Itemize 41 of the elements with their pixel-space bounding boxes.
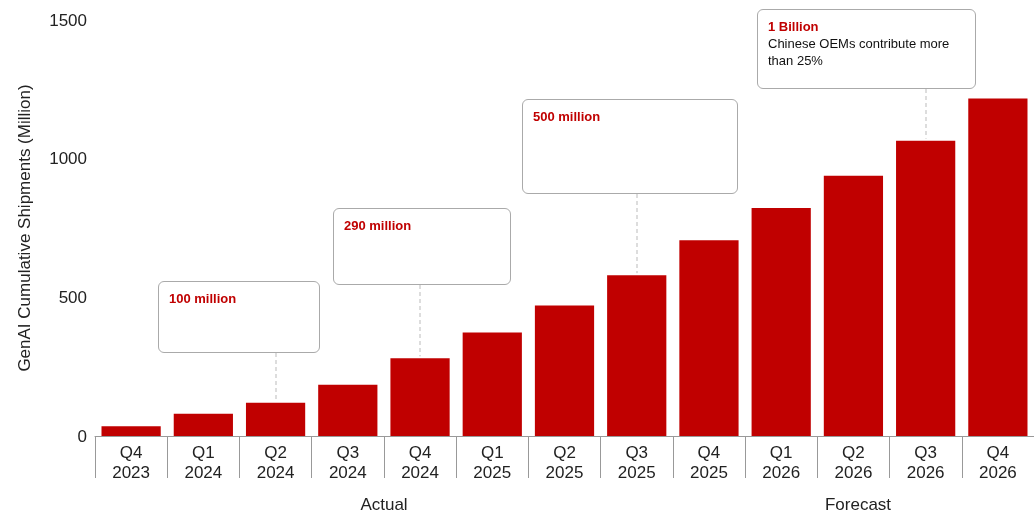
x-tick-label: Q2 2026 <box>834 442 873 482</box>
bar <box>751 208 811 436</box>
callout-box: 1 Billion Chinese OEMs contribute more than 25% <box>757 9 976 89</box>
bar <box>318 384 378 436</box>
bar <box>823 175 884 436</box>
x-tick-label: Q3 2025 <box>617 442 656 482</box>
x-tick-label: Q4 2023 <box>112 442 151 482</box>
bar <box>679 240 739 436</box>
x-tick-label: Q3 2026 <box>906 442 945 482</box>
bar <box>607 275 667 436</box>
annotation: 500 million <box>533 108 602 125</box>
x-tick-label: Q1 2025 <box>473 442 512 482</box>
callout-box: 500 million <box>522 99 738 194</box>
bar <box>173 413 233 436</box>
x-tick-label: Q3 2024 <box>328 442 367 482</box>
y-tick-label: 1000 <box>49 149 87 169</box>
bar <box>534 305 595 436</box>
annotation: 1 Billion Chinese OEMs contribute more than 25% <box>768 18 951 69</box>
bar <box>968 98 1028 436</box>
callout-box: 100 million <box>158 281 320 353</box>
x-tick-label: Q4 2024 <box>401 442 439 482</box>
bar <box>101 426 161 436</box>
bar <box>390 358 450 436</box>
x-tick-label: Q2 2024 <box>256 442 295 482</box>
callout-box: 290 million <box>333 208 511 285</box>
y-tick-label: 500 <box>58 287 87 307</box>
bar <box>245 402 306 436</box>
bar <box>896 140 956 436</box>
annotation: 100 million <box>169 290 238 307</box>
y-tick-label: 0 <box>77 426 87 446</box>
text: Actual <box>360 495 408 515</box>
annotation: 290 million <box>344 217 413 234</box>
text: Forecast <box>824 495 892 515</box>
x-tick-label: Q2 2025 <box>545 442 584 482</box>
y-axis-title: GenAI Cumulative Shipments (Million) <box>15 84 34 372</box>
bar <box>462 332 522 436</box>
x-tick-label: Q1 2024 <box>184 442 223 482</box>
x-tick-label: Q1 2026 <box>762 442 801 482</box>
y-tick-label: 1500 <box>49 10 87 30</box>
x-tick-label: Q4 2025 <box>690 442 728 482</box>
x-tick-label: Q4 2026 <box>978 442 1017 482</box>
